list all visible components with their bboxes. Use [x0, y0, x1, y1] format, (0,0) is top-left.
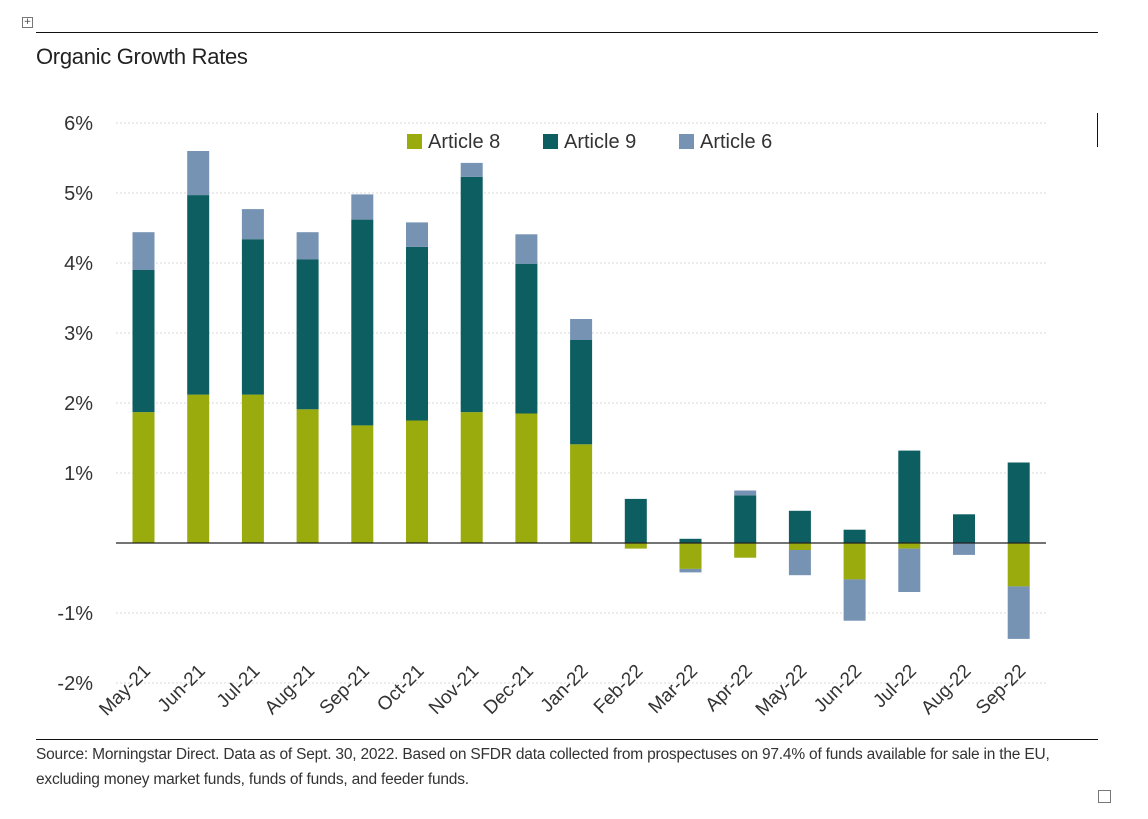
y-tick-label: 4%	[64, 253, 93, 275]
x-tick-label: Oct-21	[373, 661, 428, 716]
y-tick-label: -2%	[57, 673, 93, 695]
bar-segment	[1007, 586, 1030, 639]
bar-segment	[570, 340, 593, 445]
bar-segment	[679, 568, 702, 573]
y-tick-label: 5%	[64, 183, 93, 205]
x-tick-label: Jun-22	[810, 661, 866, 717]
bar-segment	[1007, 543, 1030, 587]
y-tick-label: 6%	[64, 113, 93, 135]
x-tick-label: Nov-21	[425, 661, 483, 719]
bar-segment	[898, 543, 921, 549]
bar-segment	[515, 263, 538, 414]
bar-segment	[187, 394, 210, 543]
bar-segment	[241, 209, 264, 240]
bar-segment	[843, 529, 866, 543]
bar-segment	[515, 234, 538, 264]
bar-segment	[132, 232, 155, 270]
legend-swatch	[679, 134, 694, 149]
bar-segment	[460, 176, 483, 413]
resize-square-icon[interactable]	[1098, 790, 1111, 803]
x-tick-label: May-22	[752, 661, 812, 721]
bar-segment	[624, 498, 647, 543]
bottom-rule	[36, 739, 1098, 740]
legend-swatch	[407, 134, 422, 149]
bar-segment	[624, 543, 647, 549]
bar-segment	[406, 246, 428, 421]
bar-segment	[570, 319, 593, 340]
bar-segment	[296, 409, 319, 543]
bar-segment	[132, 270, 155, 413]
x-tick-label: Aug-21	[261, 661, 319, 719]
x-tick-label: Jul-21	[213, 661, 264, 712]
bar-segment	[1007, 462, 1030, 543]
bar-segment	[406, 222, 428, 247]
bar-segment	[898, 548, 921, 592]
x-tick-label: Jan-22	[537, 661, 593, 717]
chart-title: Organic Growth Rates	[36, 44, 248, 69]
x-tick-label: May-21	[95, 661, 155, 721]
bar-segment	[570, 444, 593, 543]
x-tick-label: Apr-22	[702, 661, 757, 716]
bar-segment	[515, 413, 538, 543]
move-cross-icon[interactable]: +	[22, 17, 33, 28]
legend-label: Article 9	[564, 131, 636, 153]
bar-segment	[296, 232, 319, 260]
y-tick-label: -1%	[57, 603, 93, 625]
bar-segment	[132, 412, 155, 543]
bar-segment	[953, 543, 975, 555]
legend-label: Article 8	[428, 131, 500, 153]
x-tick-label: Sep-22	[972, 661, 1030, 719]
y-tick-label: 1%	[64, 463, 93, 485]
bar-segment	[296, 259, 319, 410]
x-tick-label: Dec-21	[480, 661, 538, 719]
bar-segment	[734, 495, 757, 543]
bar-segment	[460, 412, 483, 543]
bar-segment	[953, 514, 975, 543]
bar-segment	[351, 425, 374, 543]
bar-segment	[187, 151, 210, 196]
bar-segment	[351, 219, 374, 426]
bar-segment	[734, 543, 757, 558]
x-tick-label: Jul-22	[869, 661, 920, 712]
x-tick-label: Jun-21	[154, 661, 210, 717]
bar-segment	[843, 579, 866, 621]
source-note: Source: Morningstar Direct. Data as of S…	[36, 746, 1050, 788]
bar-segment	[843, 543, 866, 580]
x-tick-label: Sep-21	[316, 661, 374, 719]
x-tick-label: Mar-22	[645, 661, 702, 718]
bar-segment	[898, 450, 921, 543]
y-tick-label: 2%	[64, 393, 93, 415]
bar-segment	[241, 239, 264, 395]
text-cursor	[1097, 113, 1098, 147]
y-tick-label: 3%	[64, 323, 93, 345]
y-axis-labels: 6% 5% 4% 3% 2% 1% -1% -2%	[57, 113, 93, 695]
bar-segment	[351, 194, 374, 220]
bar-segment	[460, 162, 483, 177]
bar-segment	[679, 543, 702, 569]
bar-segment	[679, 538, 702, 543]
bar-segment	[788, 510, 811, 543]
legend-swatch	[543, 134, 558, 149]
bar-segment	[788, 550, 811, 576]
top-rule	[36, 32, 1098, 33]
legend: Article 8 Article 9 Article 6	[407, 131, 772, 153]
x-tick-label: Aug-22	[917, 661, 975, 719]
bar-series	[132, 151, 1030, 639]
bar-segment	[241, 394, 264, 543]
bar-segment	[788, 543, 811, 550]
legend-label: Article 6	[700, 131, 772, 153]
bar-segment	[187, 195, 210, 395]
bar-segment	[734, 490, 757, 496]
bar-segment	[406, 420, 428, 543]
x-tick-label: Feb-22	[590, 661, 647, 718]
